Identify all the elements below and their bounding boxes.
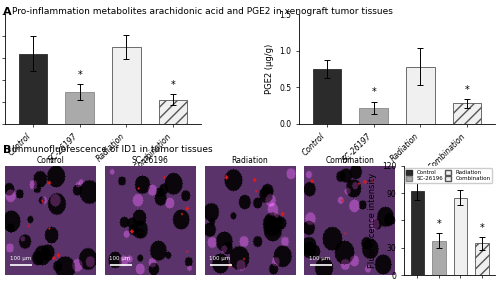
Text: *: * <box>464 85 469 95</box>
Text: 100 μm: 100 μm <box>309 256 330 261</box>
Title: Combination: Combination <box>326 156 374 165</box>
Text: 100 μm: 100 μm <box>10 256 31 261</box>
Bar <box>312 69 342 124</box>
Text: *: * <box>436 219 441 229</box>
Bar <box>359 108 388 124</box>
Text: Pro-inflammation metabolites arachidonic acid and PGE2 in xenograft tumor tissue: Pro-inflammation metabolites arachidonic… <box>12 7 394 16</box>
Bar <box>406 67 435 124</box>
Bar <box>452 103 482 124</box>
Legend: Control, SC-26196, Radiation, Combination: Control, SC-26196, Radiation, Combinatio… <box>405 168 492 183</box>
Text: *: * <box>480 223 484 233</box>
Bar <box>476 243 488 275</box>
Bar <box>112 47 141 124</box>
Y-axis label: PGE2 (μg/g): PGE2 (μg/g) <box>264 44 274 94</box>
Bar <box>65 92 94 124</box>
Bar <box>432 241 446 275</box>
Title: Radiation: Radiation <box>232 156 268 165</box>
Text: 100 μm: 100 μm <box>209 256 231 261</box>
Text: B: B <box>2 145 11 155</box>
Bar <box>18 54 48 124</box>
Text: *: * <box>170 80 175 90</box>
Y-axis label: Fluorescence intensity: Fluorescence intensity <box>368 173 376 268</box>
Text: *: * <box>372 87 376 98</box>
Text: Immunofluorescence of ID1 in tumor tissues: Immunofluorescence of ID1 in tumor tissu… <box>12 145 213 154</box>
Text: A: A <box>2 7 11 17</box>
Text: *: * <box>78 70 82 80</box>
Text: 100 μm: 100 μm <box>110 256 130 261</box>
Title: SC-26196: SC-26196 <box>132 156 168 165</box>
Bar <box>410 191 424 275</box>
Title: Control: Control <box>36 156 64 165</box>
Bar <box>158 100 188 124</box>
Bar <box>454 198 467 275</box>
